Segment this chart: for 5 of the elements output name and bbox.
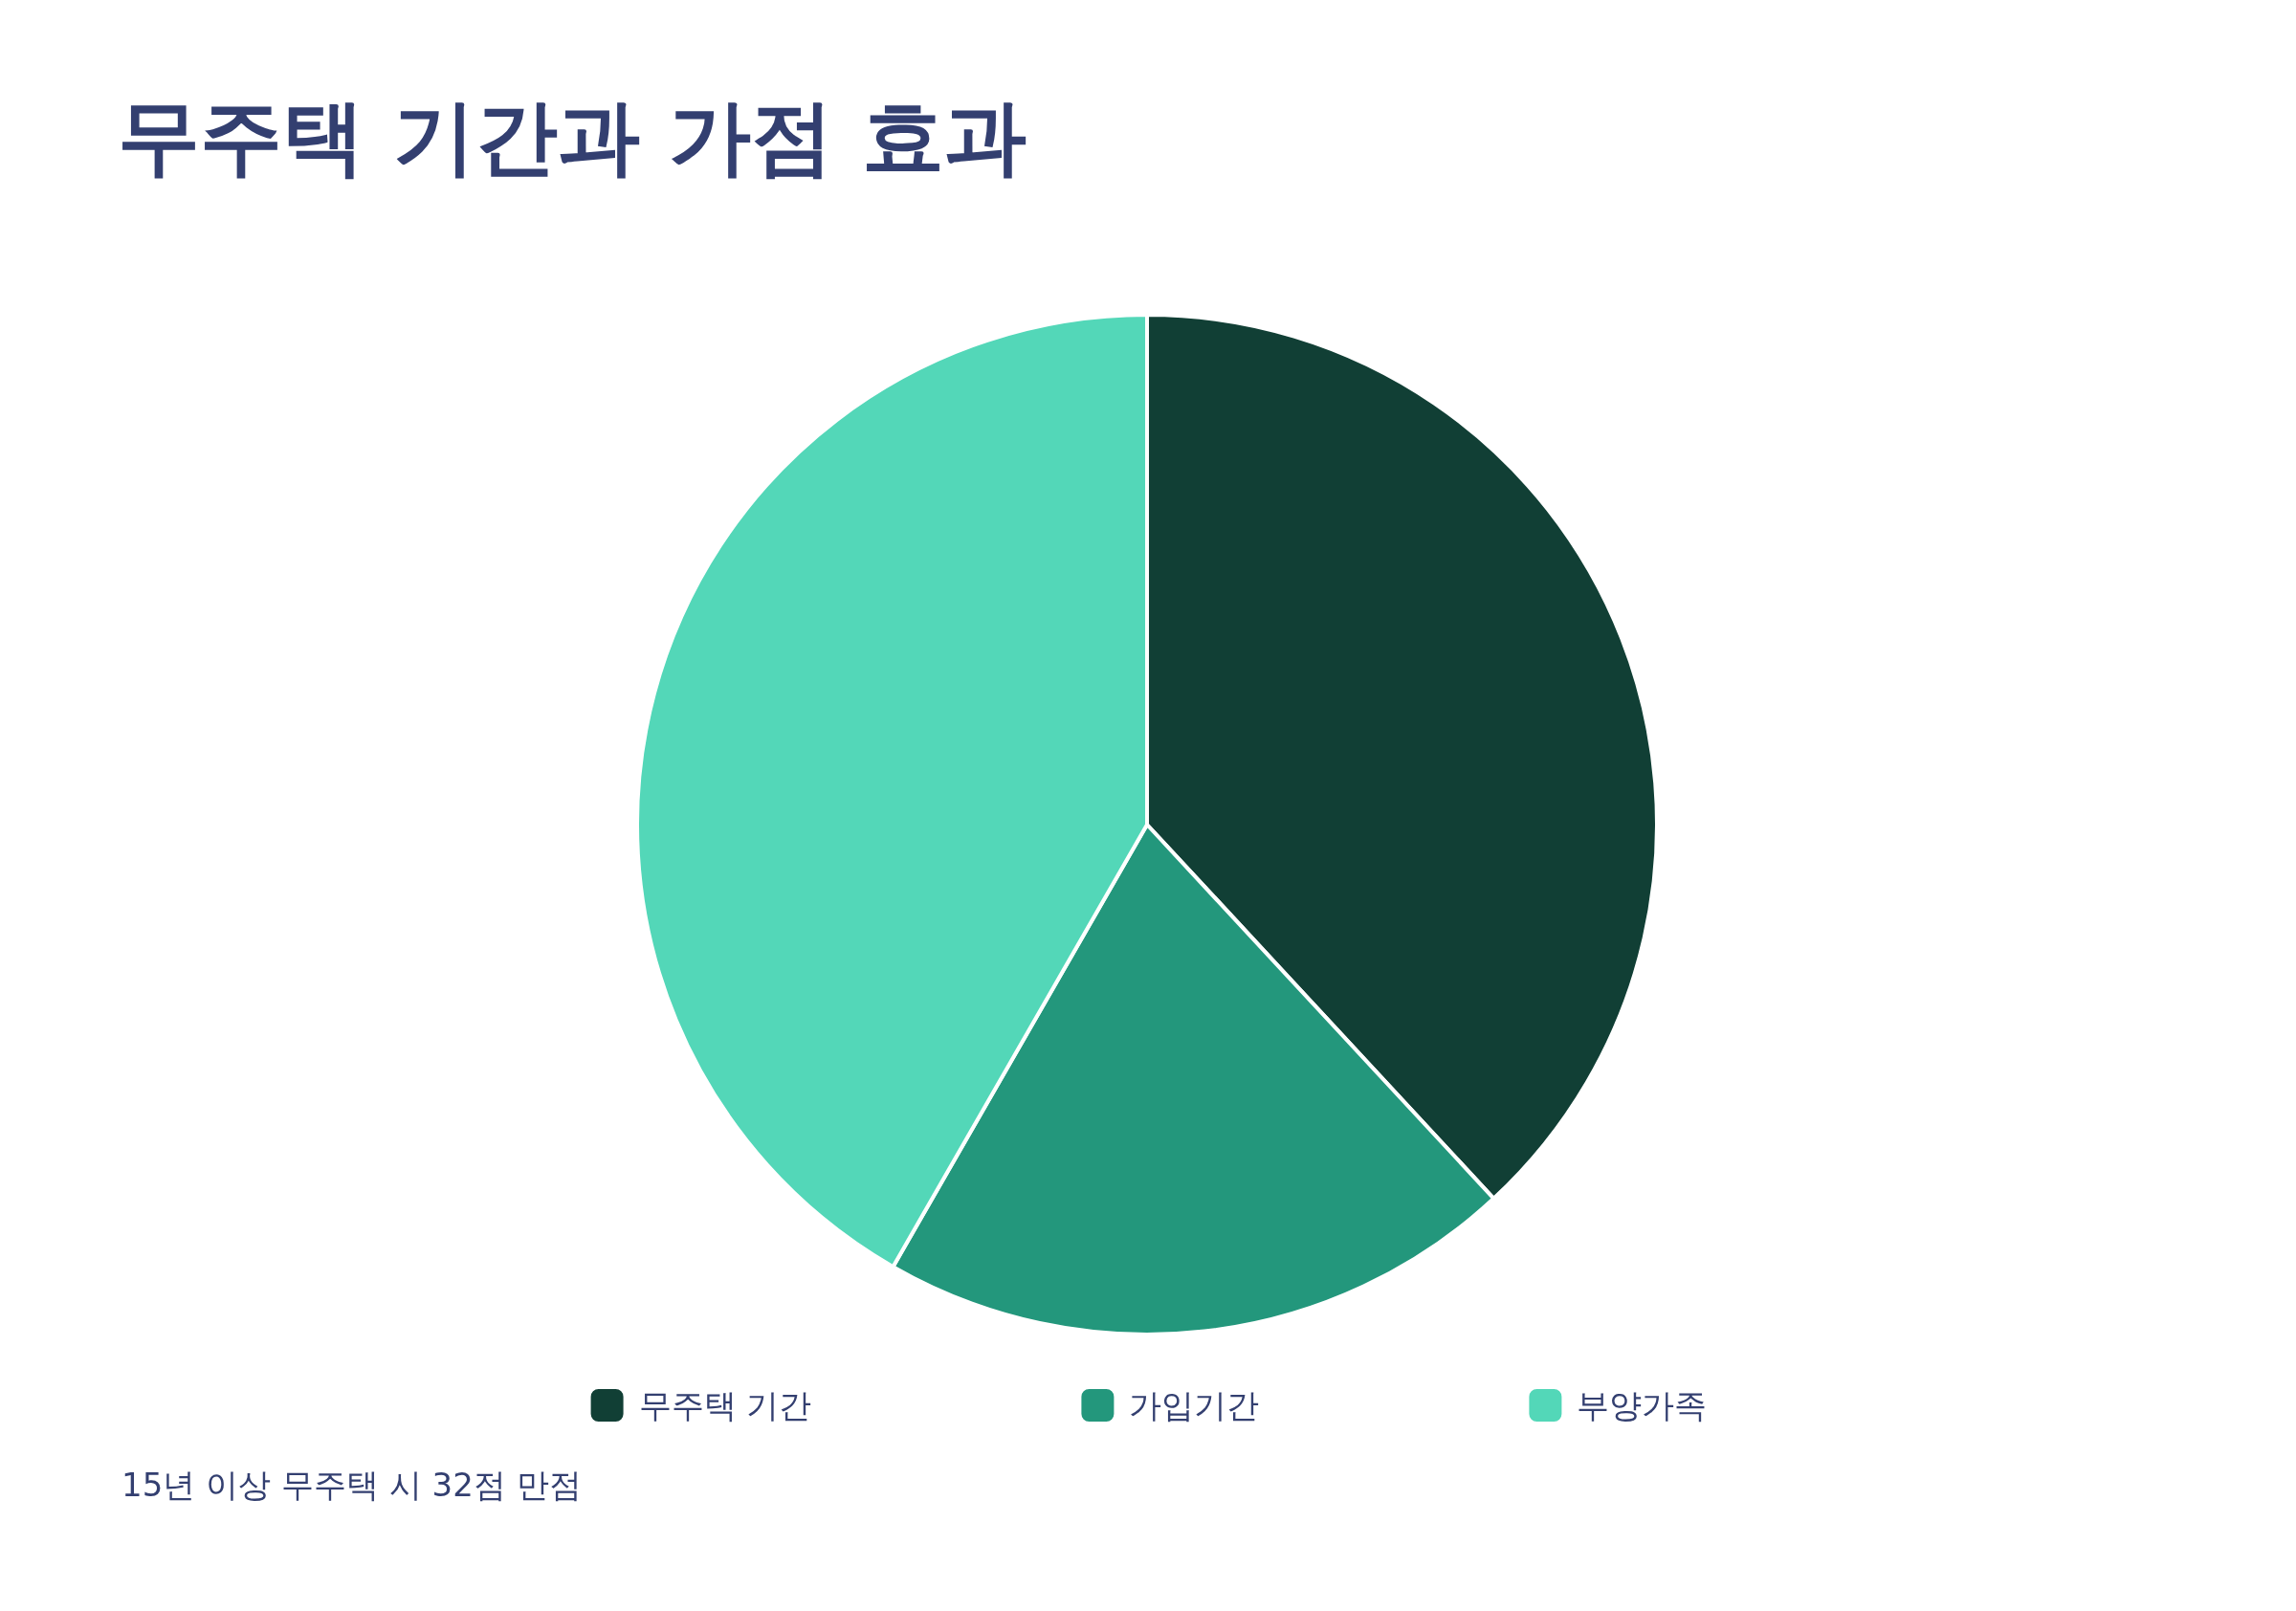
- text: 15년 이상 무주택 시 32점 만점: [121, 1466, 582, 1504]
- legend-label: 부양가족: [1577, 1386, 1708, 1424]
- legend-label: 가입기간: [1129, 1386, 1260, 1424]
- legend-label: 무주택 기간: [638, 1386, 812, 1424]
- chart-title: 무주택 기간과 가점 효과: [118, 89, 1027, 185]
